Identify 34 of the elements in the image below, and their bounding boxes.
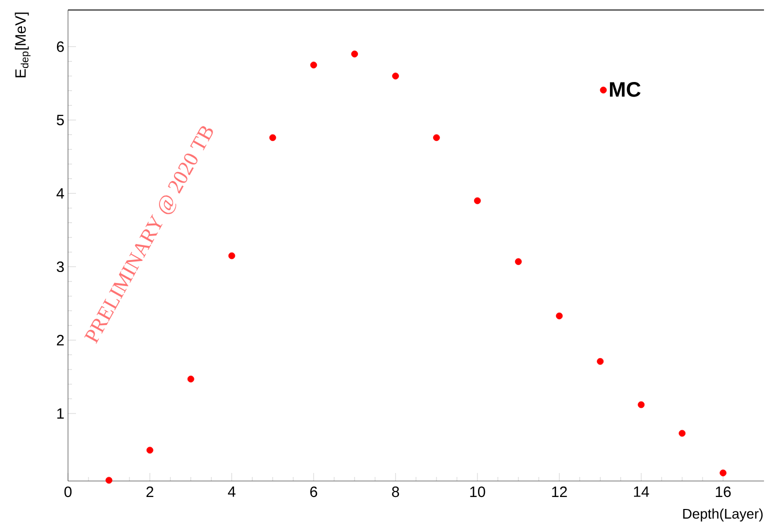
point [474,197,481,204]
y-tick-label: 6 [56,41,64,52]
point [638,401,645,408]
point [310,62,318,68]
x-tick-label: 16 [716,486,731,498]
point [269,134,276,142]
point [228,252,236,260]
y-tick-label: 2 [56,334,64,346]
point [596,358,604,365]
x-tick-label: 2 [146,486,154,497]
x-tick-label: 10 [470,486,486,498]
point [187,376,194,382]
point [351,50,358,58]
x-tick-label: 6 [310,486,318,498]
point [678,430,686,437]
y-tick-label: 3 [56,261,64,272]
point [720,470,726,476]
x-tick-label: 14 [634,486,650,497]
y-tick-label: 5 [56,114,64,126]
y-tick-label: 1 [57,408,64,419]
x-axis-title: Depth(Layer) [683,508,763,522]
point [146,446,154,454]
point [514,258,522,266]
x-tick-label: 4 [228,486,236,497]
point [106,476,112,484]
y-axis-title: E$_{dep}$[MeV] [14,12,30,78]
y-tick-label: 4 [56,188,64,199]
legend-label: MC [610,82,641,97]
x-tick-label: 0 [64,486,72,498]
point [433,134,440,142]
point [556,312,563,320]
x-tick-label: 8 [392,486,400,498]
x-tick-label: 12 [552,486,567,497]
point [392,72,399,80]
